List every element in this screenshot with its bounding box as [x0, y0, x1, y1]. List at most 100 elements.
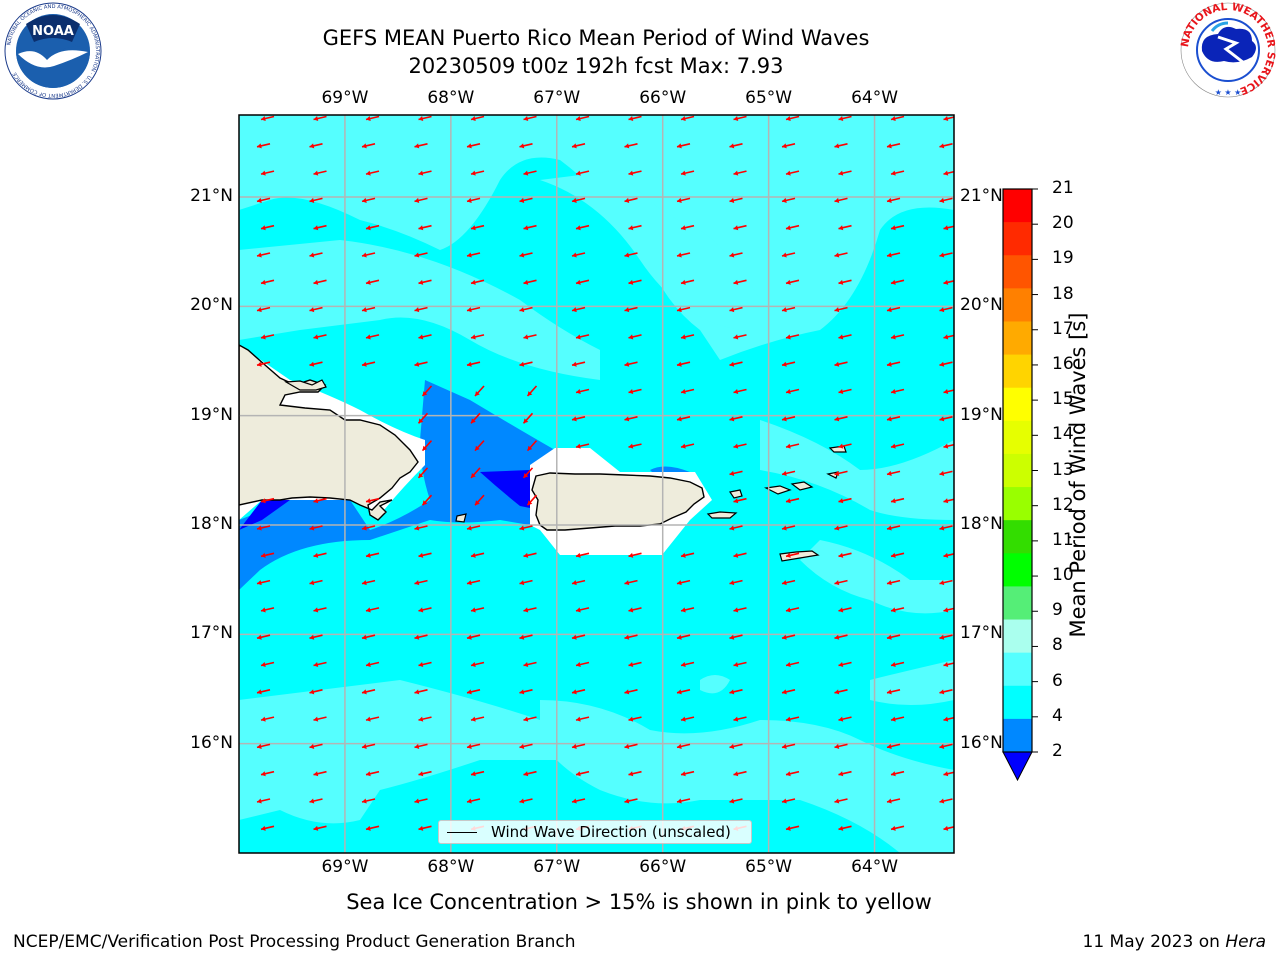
wind-wave-arrowhead [414, 525, 420, 531]
lat-tick-label-left: 18°N [190, 514, 233, 534]
wind-wave-arrows [256, 115, 954, 831]
colorbar-tick-label: 19 [1052, 248, 1074, 269]
wind-wave-arrowhead [576, 279, 581, 285]
colorbar-tick-label: 4 [1052, 705, 1063, 726]
colorbar-tick-label: 10 [1052, 565, 1074, 586]
wind-wave-arrowhead [887, 197, 892, 203]
wind-wave-arrowhead [782, 470, 787, 476]
wind-wave-arrowhead [418, 116, 424, 122]
wind-wave-arrowhead [527, 500, 533, 506]
wind-wave-arrowhead [939, 361, 945, 367]
wind-wave-arrowhead [313, 498, 319, 504]
wind-wave-arrowhead [471, 170, 476, 176]
wind-wave-arrowhead [576, 334, 581, 340]
wind-wave-arrowhead [414, 197, 420, 203]
wind-wave-arrowhead [729, 743, 735, 749]
wind-wave-arrowhead [891, 552, 896, 558]
wind-wave-arrowhead [681, 225, 686, 231]
map-frame [238, 114, 955, 854]
wind-wave-arrowhead [467, 689, 472, 695]
wind-wave-arrowhead [467, 743, 472, 749]
wind-wave-arrowhead [834, 470, 840, 476]
colorbar-tick-label: 16 [1052, 353, 1074, 374]
wind-wave-arrowhead [576, 389, 581, 395]
colorbar-segment [1003, 354, 1032, 389]
wind-wave-arrowhead [891, 825, 896, 831]
wind-wave-arrowhead [939, 252, 945, 258]
wind-wave-arrowhead [366, 825, 371, 831]
wind-wave-arrowhead [261, 116, 266, 122]
wind-wave-arrowhead [838, 443, 844, 449]
colorbar-tick-label: 21 [1052, 178, 1074, 198]
wind-wave-arrowhead [572, 416, 577, 422]
wind-wave-arrowhead [313, 170, 319, 176]
wind-wave-arrowhead [887, 143, 892, 149]
lon-tick-label-top: 66°W [639, 88, 687, 108]
wind-wave-arrowhead [729, 798, 735, 804]
wind-wave-arrowhead [677, 798, 682, 804]
wind-wave-arrowhead [418, 825, 424, 831]
wind-wave-arrowhead [467, 634, 472, 640]
wind-wave-arrowhead [414, 361, 420, 367]
wind-wave-arrowhead [519, 634, 525, 640]
wind-wave-arrowhead [733, 771, 739, 777]
wind-wave-arrowhead [729, 252, 735, 258]
wind-wave-arrowhead [677, 307, 682, 313]
wind-wave-arrowhead [786, 225, 791, 231]
colorbar-tick-label: 14 [1052, 424, 1074, 445]
wind-wave-arrowhead [887, 689, 892, 695]
wind-wave-arrowhead [519, 143, 525, 149]
wind-wave-arrowhead [681, 771, 686, 777]
noaa-logo-text: NOAA [32, 24, 74, 39]
wind-wave-arrowhead [733, 498, 739, 504]
wind-wave-arrowhead [782, 416, 787, 422]
colorbar-label: Mean Period of Wind Waves [s] [1066, 312, 1090, 638]
wind-wave-arrowhead [471, 334, 476, 340]
legend-line-swatch [447, 831, 477, 833]
wind-wave-arrowhead [523, 334, 529, 340]
wind-wave-arrowhead [313, 825, 319, 831]
wind-wave-arrowhead [834, 197, 840, 203]
wind-wave-arrowhead [257, 307, 262, 313]
map-legend: Wind Wave Direction (unscaled) [438, 820, 752, 844]
wind-wave-arrowhead [572, 743, 577, 749]
lat-tick-label-right: 19°N [960, 404, 1003, 425]
wind-wave-arrowhead [786, 552, 791, 558]
wave-period-band-6-8 [239, 115, 954, 853]
lon-tick-label-top: 68°W [427, 88, 475, 108]
wave-period-band-2-4 [239, 380, 555, 590]
wind-wave-arrowhead [834, 798, 840, 804]
wind-wave-arrowhead [257, 361, 262, 367]
wind-wave-arrowhead [257, 743, 262, 749]
wind-wave-arrowhead [677, 580, 682, 586]
mona-island [455, 513, 467, 523]
colorbar-tick-label: 18 [1052, 283, 1074, 304]
wind-wave-arrowhead [891, 662, 896, 668]
wind-wave-arrowhead [418, 607, 424, 613]
wind-wave-arrowhead [572, 580, 577, 586]
wind-wave-arrowhead [414, 143, 420, 149]
footer-date: 11 May 2023 on Hera [1082, 932, 1267, 952]
wind-wave-arrowhead [467, 143, 472, 149]
wind-wave-arrowhead [576, 170, 581, 176]
wind-wave-arrowhead [887, 416, 892, 422]
wind-wave-arrowhead [729, 580, 735, 586]
wind-wave-arrowhead [313, 552, 319, 558]
wind-wave-arrowhead [628, 662, 634, 668]
wind-wave-arrowhead [782, 689, 787, 695]
wind-wave-arrowhead [782, 252, 787, 258]
wind-wave-arrowhead [362, 743, 367, 749]
wind-wave-arrowhead [681, 334, 686, 340]
wind-wave-arrowhead [887, 525, 892, 531]
wind-wave-arrowhead [624, 361, 630, 367]
wind-wave-arrowhead [677, 252, 682, 258]
nws-logo: NATIONAL WEATHER SERVICE ★ ★ ★ [1179, 1, 1277, 98]
wind-wave-arrowhead [624, 689, 630, 695]
wind-wave-arrowhead [838, 498, 844, 504]
colorbar-extend-triangle [1002, 751, 1033, 782]
wind-wave-arrowhead [261, 662, 266, 668]
lon-tick-label-bottom: 65°W [745, 857, 793, 877]
wind-wave-arrowhead [786, 170, 791, 176]
wind-wave-arrowhead [729, 361, 735, 367]
wind-wave-arrowhead [366, 771, 371, 777]
